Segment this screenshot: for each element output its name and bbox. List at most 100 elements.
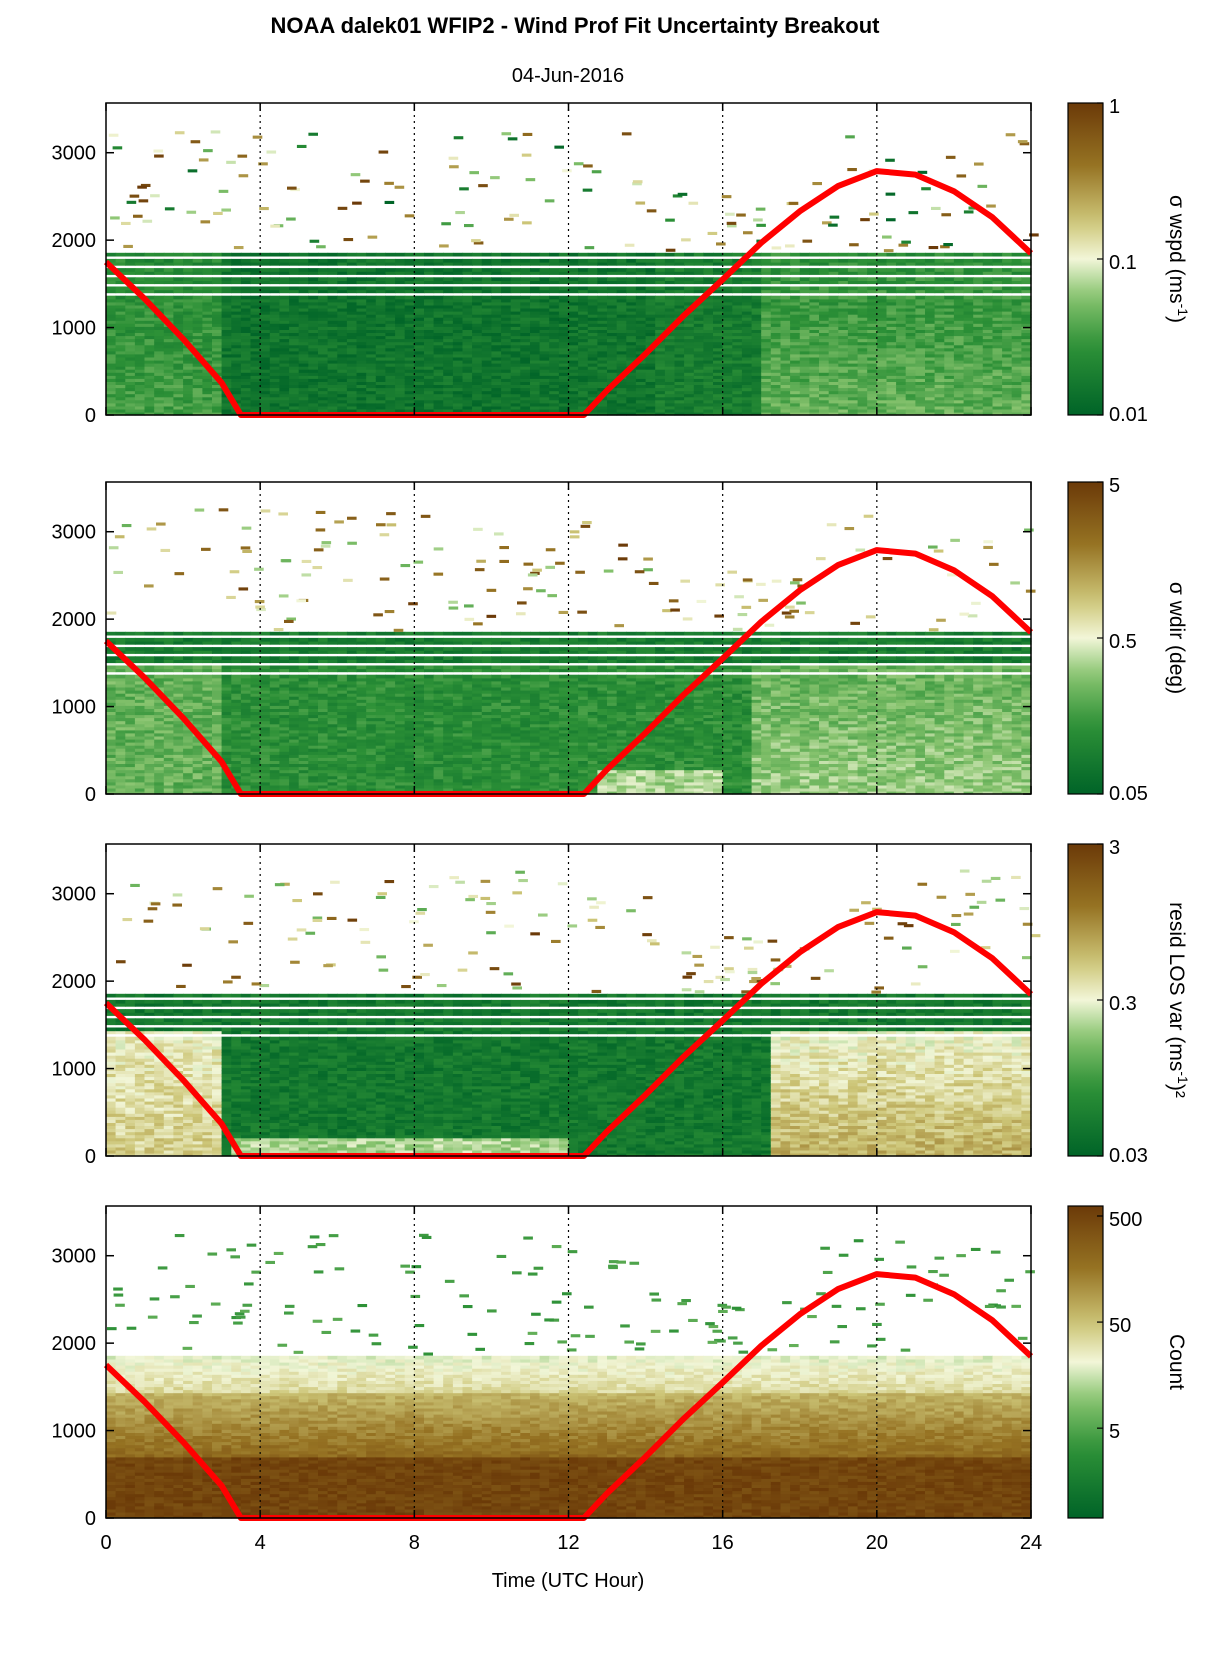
heatmap-cell [318, 258, 329, 263]
heatmap-cell [154, 369, 165, 373]
heatmap-cell [491, 280, 502, 285]
heatmap-cell [385, 402, 396, 407]
heatmap-cell [115, 268, 126, 272]
heatmap-cell [501, 408, 512, 413]
heatmap-cell [462, 375, 473, 379]
heatmap-cell [318, 356, 329, 361]
heatmap-cell [173, 396, 184, 401]
heatmap-cell [597, 359, 608, 364]
heatmap-cell [501, 262, 512, 266]
heatmap-cell [279, 289, 290, 294]
heatmap-cell [597, 378, 608, 382]
heatmap-cell [472, 396, 483, 401]
heatmap-cell [578, 375, 589, 379]
heatmap-cell [346, 366, 358, 370]
heatmap-cell [626, 307, 637, 312]
heatmap-cell [809, 295, 820, 300]
heatmap-cell [635, 326, 647, 330]
heatmap-cell [144, 390, 155, 395]
heatmap-cell [882, 235, 892, 239]
heatmap-cell [279, 329, 290, 333]
heatmap-cell [626, 258, 637, 263]
heatmap-cell [799, 252, 810, 257]
heatmap-cell [289, 366, 300, 370]
heatmap-cell [539, 384, 550, 389]
heatmap-cell [298, 387, 309, 392]
heatmap-cell [607, 323, 618, 327]
heatmap-cell [558, 289, 570, 294]
heatmap-cell [173, 341, 184, 346]
heatmap-cell [308, 396, 319, 401]
heatmap-cell [144, 271, 155, 275]
heatmap-cell [587, 332, 598, 337]
heatmap-cell [289, 317, 300, 321]
heatmap-cell [510, 298, 521, 303]
heatmap-cell [115, 295, 126, 300]
heatmap-cell [350, 173, 361, 177]
heatmap-cell [452, 323, 464, 327]
heatmap-cell [327, 356, 338, 361]
heatmap-cell [250, 338, 261, 343]
heatmap-cell [212, 411, 223, 416]
heatmap-cell [626, 298, 637, 303]
heatmap-cell [655, 326, 666, 330]
heatmap-cell [154, 381, 165, 385]
heatmap-cell [443, 258, 454, 263]
heatmap-cell [578, 366, 589, 370]
heatmap-cell [260, 262, 271, 266]
heatmap-cell [250, 295, 261, 300]
heatmap-cell [491, 399, 502, 404]
heatmap-cell [645, 369, 656, 373]
heatmap-cell [202, 399, 213, 404]
heatmap-cell [655, 271, 666, 275]
heatmap-cell [597, 411, 608, 416]
heatmap-cell [346, 323, 358, 327]
heatmap-cell [183, 363, 194, 367]
heatmap-cell [260, 307, 271, 312]
heatmap-cell [741, 295, 753, 300]
heatmap-cell [308, 289, 319, 294]
heatmap-cell [655, 341, 666, 346]
heatmap-cell [183, 277, 194, 281]
heatmap-cell [655, 344, 666, 349]
heatmap-cell [607, 402, 618, 407]
heatmap-cell [202, 262, 213, 266]
heatmap-cell [520, 335, 531, 340]
heatmap-cell [626, 289, 637, 294]
heatmap-cell [163, 399, 174, 404]
heatmap-cell [318, 396, 329, 401]
heatmap-cell [481, 366, 492, 370]
heatmap-cell [385, 338, 396, 343]
heatmap-cell [433, 329, 444, 333]
heatmap-cell [424, 332, 435, 337]
heatmap-cell [202, 314, 213, 318]
heatmap-cell [384, 200, 395, 204]
heatmap-cell [337, 350, 348, 355]
heatmap-cell [558, 387, 570, 392]
heatmap-cell [395, 408, 406, 413]
heatmap-wspd [106, 130, 1039, 416]
heatmap-cell [472, 384, 483, 389]
heatmap-cell [202, 378, 213, 382]
heatmap-cell [183, 369, 194, 373]
heatmap-cell [212, 363, 223, 367]
heatmap-cell [218, 189, 229, 193]
heatmap-cell [260, 332, 271, 337]
heatmap-cell [356, 369, 367, 373]
heatmap-cell [327, 338, 338, 343]
heatmap-cell [549, 323, 560, 327]
heatmap-cell [221, 375, 232, 379]
heatmap-cell [635, 277, 647, 281]
heatmap-cell [375, 393, 386, 398]
heatmap-cell [404, 356, 415, 361]
heatmap-cell [520, 366, 531, 370]
heatmap-cell [860, 218, 870, 222]
heatmap-cell [578, 301, 589, 306]
heatmap-cell [452, 369, 464, 373]
heatmap-cell [318, 347, 329, 352]
heatmap-cell [462, 338, 473, 343]
heatmap-cell [221, 320, 232, 324]
heatmap-cell [366, 258, 377, 263]
heatmap-cell [356, 359, 367, 364]
heatmap-cell [375, 350, 386, 355]
